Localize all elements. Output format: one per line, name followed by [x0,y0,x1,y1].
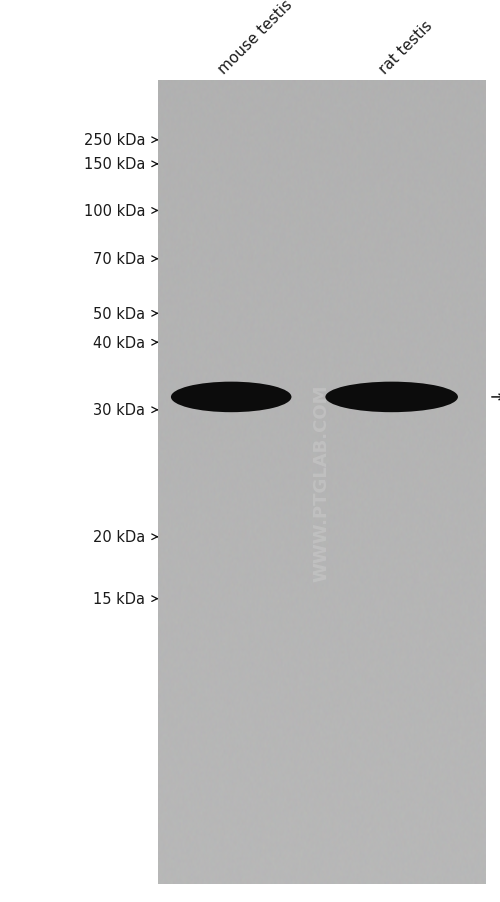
Ellipse shape [326,382,458,413]
Text: 50 kDa: 50 kDa [93,307,145,321]
Text: 15 kDa: 15 kDa [93,592,145,606]
Text: 40 kDa: 40 kDa [93,336,145,350]
Text: 250 kDa: 250 kDa [84,133,145,148]
Text: 150 kDa: 150 kDa [84,157,145,172]
Ellipse shape [171,382,292,413]
Text: 20 kDa: 20 kDa [93,529,145,545]
Text: 70 kDa: 70 kDa [93,252,145,267]
Text: mouse testis: mouse testis [216,0,296,77]
Text: WWW.PTGLAB.COM: WWW.PTGLAB.COM [312,384,330,581]
Text: 30 kDa: 30 kDa [93,403,145,418]
Text: 100 kDa: 100 kDa [84,204,145,218]
Text: rat testis: rat testis [376,18,435,77]
